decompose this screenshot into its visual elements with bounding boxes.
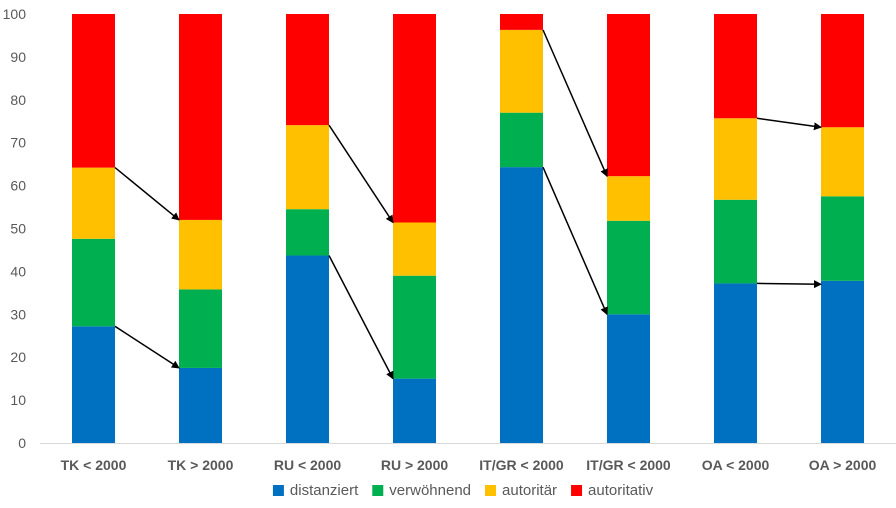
y-tick-label: 60 (10, 178, 26, 194)
bar-segment-autoritativ (607, 14, 650, 177)
x-category-label: RU < 2000 (274, 457, 342, 473)
legend-item: autoritär (485, 482, 557, 499)
x-category-label: IT/GR < 2000 (479, 457, 564, 473)
bar-segment-verw-hnend (714, 199, 757, 284)
legend-item: verwöhnend (372, 482, 471, 499)
bar-segment-distanziert (714, 283, 757, 443)
bar-segment-autoritativ (714, 14, 757, 119)
bars (72, 14, 864, 443)
legend-label: autoritativ (588, 482, 654, 499)
annotation-arrow (114, 325, 180, 369)
y-tick-label: 50 (10, 221, 26, 237)
legend: distanziert verwöhnend autoritär autoritati… (272, 482, 654, 499)
y-tick-label: 30 (10, 306, 26, 322)
bar-segment-verw-hnend (179, 289, 222, 368)
annotation-arrow (114, 167, 180, 221)
bar-segment-autorit-r (286, 125, 329, 210)
bar-segment-verw-hnend (72, 238, 115, 327)
bar-segment-autoritativ (393, 14, 436, 223)
stacked-bar (72, 14, 115, 443)
legend-swatch (571, 485, 583, 496)
legend-label: autoritär (502, 482, 557, 499)
y-tick-label: 70 (10, 135, 26, 151)
legend-label: verwöhnend (389, 482, 471, 499)
x-category-label: IT/GR < 2000 (586, 457, 671, 473)
y-tick-label: 40 (10, 263, 26, 279)
bar-segment-distanziert (607, 314, 650, 443)
bar-segment-autoritativ (72, 14, 115, 168)
bar-segment-autorit-r (500, 29, 543, 113)
x-category-label: OA < 2000 (702, 457, 770, 473)
stacked-bar (500, 14, 543, 443)
legend-label: distanziert (290, 482, 359, 499)
bar-segment-autoritativ (500, 14, 543, 30)
stacked-bar (714, 14, 757, 443)
x-category-label: TK < 2000 (61, 457, 127, 473)
bar-segment-distanziert (500, 167, 543, 443)
bar-segment-verw-hnend (607, 220, 650, 315)
bar-segment-verw-hnend (393, 275, 436, 379)
stacked-bar (286, 14, 329, 443)
bar-segment-verw-hnend (500, 112, 543, 168)
y-tick-label: 80 (10, 92, 26, 108)
annotation-arrows (114, 29, 822, 380)
bar-segment-autorit-r (607, 176, 650, 221)
bar-segment-distanziert (72, 326, 115, 443)
stacked-bar (821, 14, 864, 443)
bar-segment-distanziert (179, 367, 222, 443)
annotation-arrow (756, 117, 822, 131)
stacked-bar (607, 14, 650, 443)
annotation-arrow (756, 280, 822, 289)
legend-item: autoritativ (571, 482, 654, 499)
x-category-label: TK > 2000 (168, 457, 234, 473)
legend-item: distanziert (272, 482, 359, 499)
bar-segment-autoritativ (821, 14, 864, 128)
annotation-arrow (328, 124, 394, 224)
y-tick-label: 100 (3, 6, 27, 22)
x-category-label: OA > 2000 (809, 457, 877, 473)
x-axis: TK < 2000 TK > 2000 RU < 2000 RU > 2000 IT/G… (40, 443, 896, 473)
annotation-arrow (542, 166, 608, 316)
stacked-bar (179, 14, 222, 443)
bar-segment-verw-hnend (821, 196, 864, 281)
bar-segment-autorit-r (393, 222, 436, 276)
y-tick-label: 90 (10, 49, 26, 65)
legend-swatch (372, 485, 384, 496)
bar-segment-autoritativ (179, 14, 222, 220)
legend-swatch (485, 485, 497, 496)
bar-segment-verw-hnend (286, 209, 329, 256)
y-axis: 0 10 20 30 40 50 60 70 80 90 100 (3, 6, 27, 451)
legend-swatch (272, 485, 284, 496)
y-tick-label: 10 (10, 392, 26, 408)
y-tick-label: 0 (18, 435, 26, 451)
bar-segment-autorit-r (821, 127, 864, 197)
x-category-label: RU > 2000 (381, 457, 449, 473)
y-tick-label: 20 (10, 349, 26, 365)
annotation-arrow (542, 29, 608, 178)
bar-segment-autoritativ (286, 14, 329, 126)
annotation-arrow (328, 255, 394, 380)
stacked-bar (393, 14, 436, 443)
bar-segment-distanziert (393, 378, 436, 443)
bar-segment-distanziert (286, 255, 329, 443)
bar-segment-distanziert (821, 280, 864, 443)
bar-segment-autorit-r (72, 167, 115, 239)
bar-segment-autorit-r (179, 219, 222, 290)
bar-segment-autorit-r (714, 118, 757, 200)
